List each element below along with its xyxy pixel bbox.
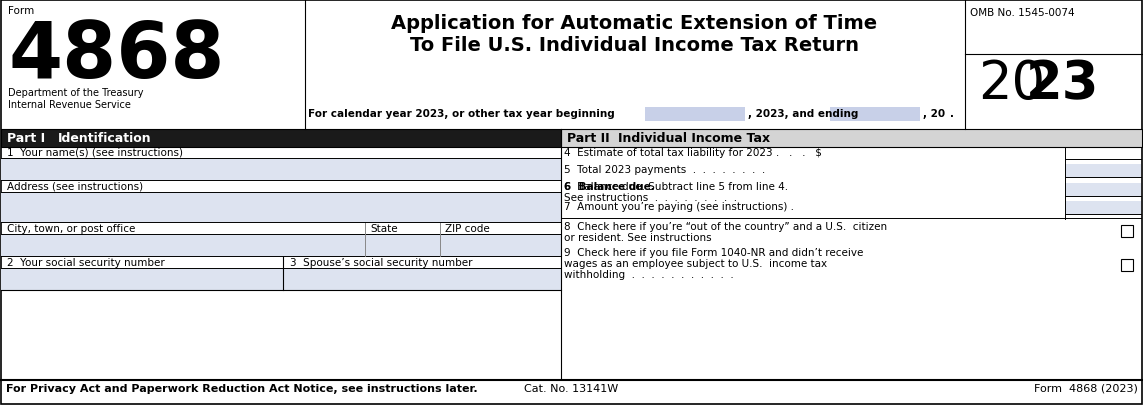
- Text: , 20: , 20: [924, 109, 945, 119]
- Text: 6  Balance due.: 6 Balance due.: [563, 181, 655, 192]
- Bar: [1, 234, 561, 256]
- Text: 20: 20: [978, 58, 1045, 110]
- Text: , 2023, and ending: , 2023, and ending: [748, 109, 858, 119]
- Text: 23: 23: [1026, 58, 1100, 110]
- Bar: [1, 269, 283, 290]
- Text: 6  Balance due. Subtract line 5 from line 4.: 6 Balance due. Subtract line 5 from line…: [563, 181, 789, 192]
- Text: withholding  .  .  .  .  .  .  .  .  .  .  .: withholding . . . . . . . . . . .: [563, 269, 734, 279]
- Text: .: .: [950, 109, 954, 119]
- Text: City, town, or post office: City, town, or post office: [7, 224, 135, 233]
- Text: 9  Check here if you file Form 1040-NR and didn’t receive: 9 Check here if you file Form 1040-NR an…: [563, 247, 863, 257]
- Text: To File U.S. Individual Income Tax Return: To File U.S. Individual Income Tax Retur…: [409, 36, 858, 55]
- Bar: [1, 130, 561, 148]
- Text: 4868: 4868: [8, 18, 224, 94]
- Text: 7  Amount you’re paying (see instructions) .: 7 Amount you’re paying (see instructions…: [563, 202, 794, 211]
- Text: Identification: Identification: [58, 132, 152, 145]
- Text: 4  Estimate of total tax liability for 2023 .   .   .   $: 4 Estimate of total tax liability for 20…: [563, 148, 822, 158]
- Text: State: State: [370, 224, 398, 233]
- Text: Individual Income Tax: Individual Income Tax: [618, 132, 770, 145]
- Text: Part I: Part I: [7, 132, 45, 145]
- Text: For calendar year 2023, or other tax year beginning: For calendar year 2023, or other tax yea…: [307, 109, 615, 119]
- Bar: [283, 269, 562, 290]
- Text: Cat. No. 13141W: Cat. No. 13141W: [523, 383, 618, 393]
- Text: Form  4868 (2023): Form 4868 (2023): [1034, 383, 1138, 393]
- Text: Part II: Part II: [567, 132, 609, 145]
- Text: ZIP code: ZIP code: [445, 224, 489, 233]
- Text: Address (see instructions): Address (see instructions): [7, 181, 143, 192]
- Bar: [1, 192, 561, 222]
- Text: For Privacy Act and Paperwork Reduction Act Notice, see instructions later.: For Privacy Act and Paperwork Reduction …: [6, 383, 478, 393]
- Text: 3  Spouse’s social security number: 3 Spouse’s social security number: [290, 257, 472, 267]
- Text: 8  Check here if you’re “out of the country” and a U.S.  citizen: 8 Check here if you’re “out of the count…: [563, 222, 887, 231]
- Bar: [830, 108, 920, 122]
- Text: 5  Total 2023 payments  .  .  .  .  .  .  .  .: 5 Total 2023 payments . . . . . . . .: [563, 164, 766, 175]
- Bar: [1065, 202, 1141, 215]
- Text: See instructions  .  .  .  .  .  .  .  .  .: See instructions . . . . . . . . .: [563, 192, 737, 202]
- Text: wages as an employee subject to U.S.  income tax: wages as an employee subject to U.S. inc…: [563, 258, 828, 269]
- Bar: [1065, 183, 1141, 196]
- Bar: [1065, 164, 1141, 177]
- Bar: [1121, 226, 1133, 237]
- Text: Application for Automatic Extension of Time: Application for Automatic Extension of T…: [391, 14, 877, 33]
- Bar: [1, 159, 561, 181]
- Bar: [1121, 259, 1133, 271]
- Text: Form: Form: [8, 6, 34, 16]
- Bar: [561, 130, 1142, 148]
- Text: 2  Your social security number: 2 Your social security number: [7, 257, 165, 267]
- Text: Internal Revenue Service: Internal Revenue Service: [8, 100, 131, 110]
- Bar: [645, 108, 745, 122]
- Text: Department of the Treasury: Department of the Treasury: [8, 88, 144, 98]
- Text: OMB No. 1545-0074: OMB No. 1545-0074: [970, 8, 1074, 18]
- Text: or resident. See instructions: or resident. See instructions: [563, 232, 712, 243]
- Text: 1  Your name(s) (see instructions): 1 Your name(s) (see instructions): [7, 148, 183, 158]
